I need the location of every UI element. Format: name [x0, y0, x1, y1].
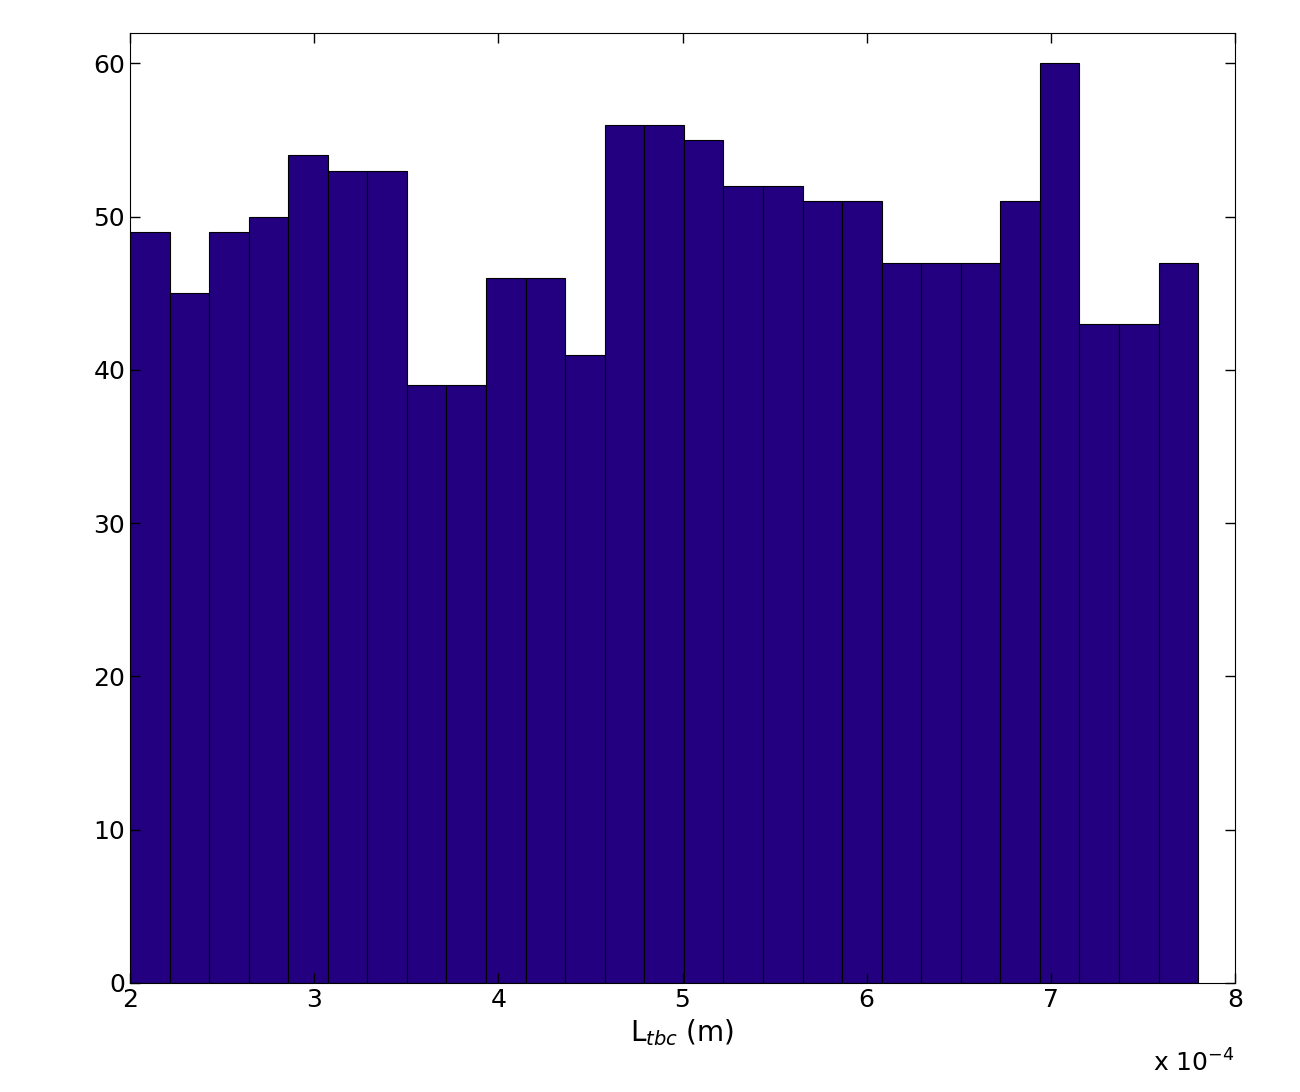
- Bar: [407, 385, 446, 983]
- Bar: [328, 170, 368, 983]
- Bar: [1001, 201, 1040, 983]
- Bar: [1119, 324, 1158, 983]
- Bar: [763, 186, 802, 983]
- Bar: [645, 124, 684, 983]
- Bar: [684, 140, 723, 983]
- Bar: [842, 201, 881, 983]
- Bar: [922, 262, 961, 983]
- Bar: [961, 262, 1001, 983]
- Bar: [169, 294, 209, 983]
- Bar: [1079, 324, 1119, 983]
- X-axis label: L$_{tbc}$ (m): L$_{tbc}$ (m): [630, 1018, 734, 1048]
- Bar: [1158, 262, 1199, 983]
- Bar: [289, 155, 328, 983]
- Bar: [130, 232, 169, 983]
- Bar: [248, 216, 289, 983]
- Bar: [881, 262, 922, 983]
- Bar: [368, 170, 407, 983]
- Bar: [566, 355, 604, 983]
- Bar: [1040, 63, 1079, 983]
- Bar: [604, 124, 645, 983]
- Bar: [802, 201, 842, 983]
- Bar: [446, 385, 486, 983]
- Bar: [723, 186, 763, 983]
- Text: x 10$^{-4}$: x 10$^{-4}$: [1153, 1049, 1235, 1077]
- Bar: [209, 232, 248, 983]
- Bar: [486, 278, 525, 983]
- Bar: [525, 278, 566, 983]
